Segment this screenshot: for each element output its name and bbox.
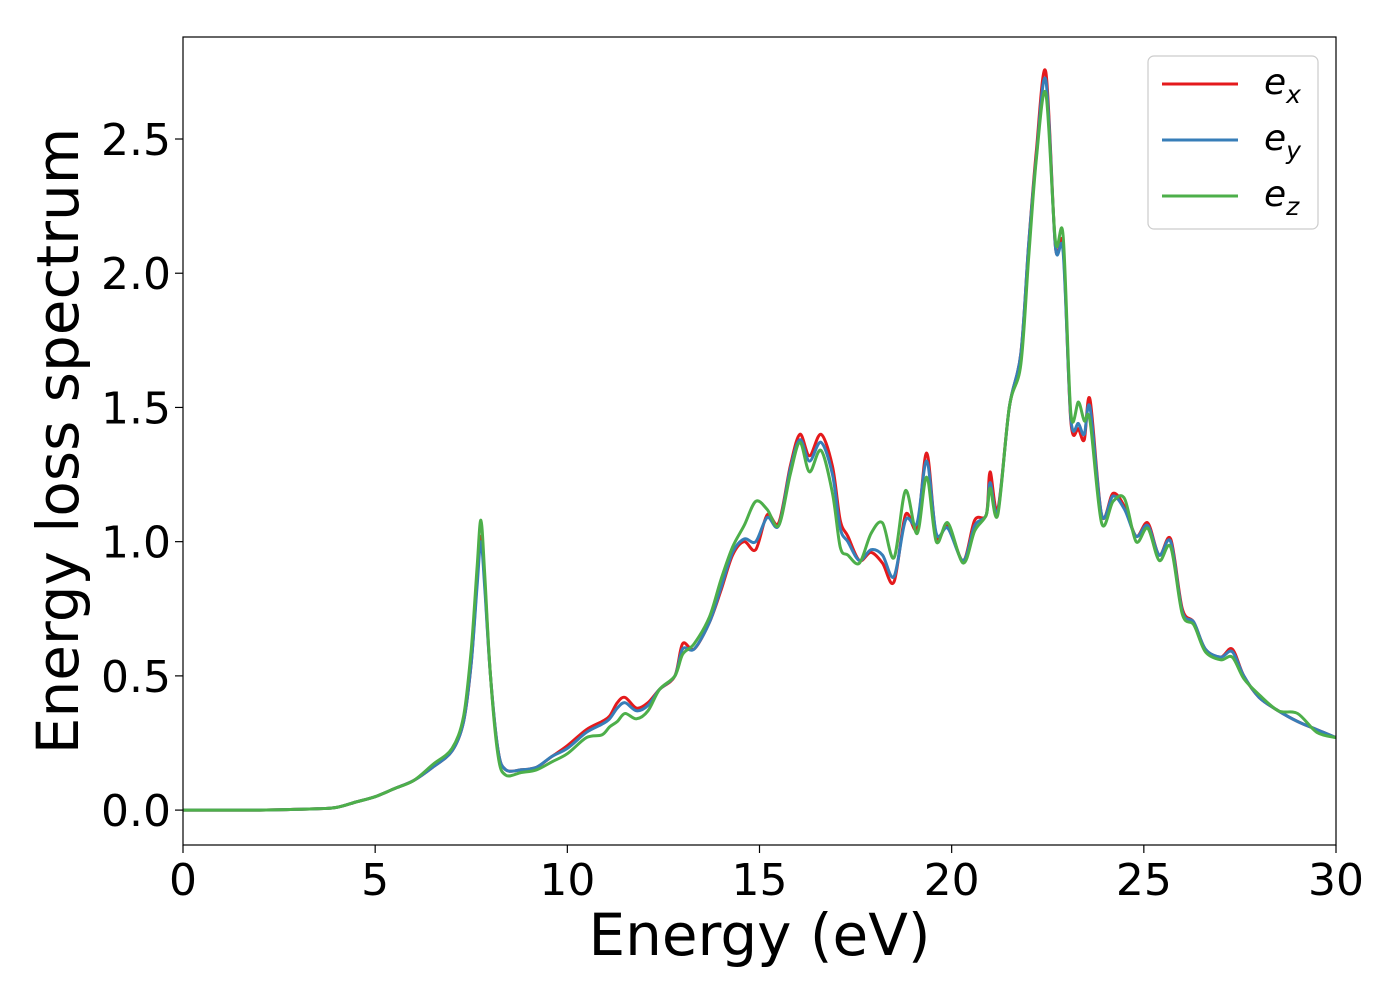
x-tick-label: 5	[361, 855, 389, 906]
legend-label-x: ex	[1264, 62, 1301, 109]
x-tick-label: 20	[924, 855, 980, 906]
legend-label-y: ey	[1264, 118, 1302, 165]
series-layer	[183, 68, 1336, 812]
y-tick-label: 1.0	[101, 518, 171, 569]
x-tick-label: 0	[169, 855, 197, 906]
x-tick-label: 30	[1308, 855, 1364, 906]
legend-box	[1147, 55, 1319, 230]
y-tick-label: 1.5	[101, 383, 171, 434]
y-tick-label: 2.0	[101, 249, 171, 300]
y-tick-label: 0.5	[101, 652, 171, 703]
legend-label-base: e	[1264, 118, 1286, 159]
legend-label-subscript: y	[1285, 136, 1302, 165]
x-tick-label: 25	[1116, 855, 1172, 906]
x-tick-label: 15	[732, 855, 788, 906]
series-line-z	[183, 89, 1336, 812]
legend-label-subscript: x	[1285, 80, 1301, 109]
x-tick-label: 10	[539, 855, 595, 906]
legend-label-base: e	[1264, 62, 1286, 103]
x-axis-title: Energy (eV)	[588, 901, 930, 969]
y-tick-label: 2.5	[101, 115, 171, 166]
legend-label-subscript: z	[1285, 192, 1300, 221]
y-axis-title: Energy loss spectrum	[24, 128, 92, 754]
ticks-layer: 0 5 10 15 20 25 30 0.0 0.5 1.0 1.5 2.0 2.5	[101, 115, 1364, 906]
y-tick-label: 0.0	[101, 786, 171, 837]
legend-label-z: ez	[1264, 174, 1300, 221]
legend-label-base: e	[1264, 174, 1286, 215]
